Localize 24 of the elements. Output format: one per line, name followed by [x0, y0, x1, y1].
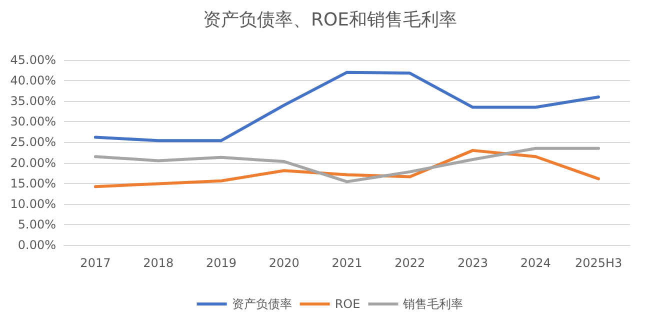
x-tick-label: 2025H3	[574, 256, 622, 270]
y-tick-label: 0.00%	[18, 238, 56, 252]
x-tick-label: 2023	[458, 256, 488, 270]
y-tick-label: 5.00%	[18, 217, 56, 232]
x-tick-label: 2019	[206, 256, 236, 270]
legend-label: 资产负债率	[232, 297, 292, 311]
line-series	[94, 70, 600, 142]
y-tick-label: 15.00%	[10, 176, 56, 190]
x-tick-label: 2021	[332, 256, 362, 270]
x-tick-label: 2020	[268, 256, 300, 270]
x-tick-label: 2018	[143, 256, 174, 270]
legend-label: 销售毛利率	[402, 297, 464, 311]
y-tick-label: 35.00%	[10, 94, 56, 108]
y-tick-label: 25.00%	[10, 135, 56, 150]
x-tick-label: 2022	[394, 256, 426, 270]
x-tick-label: 2017	[80, 256, 111, 270]
y-tick-label: 40.00%	[10, 74, 56, 88]
legend-label: ROE	[334, 297, 360, 311]
y-tick-label: 20.00%	[10, 156, 56, 170]
chart-title: 资产负债率、ROE和销售毛利率	[202, 10, 458, 30]
x-tick-label: 2024	[520, 256, 551, 270]
y-tick-label: 10.00%	[10, 196, 56, 211]
y-tick-label: 45.00%	[10, 53, 56, 67]
y-tick-label: 30.00%	[10, 114, 56, 129]
